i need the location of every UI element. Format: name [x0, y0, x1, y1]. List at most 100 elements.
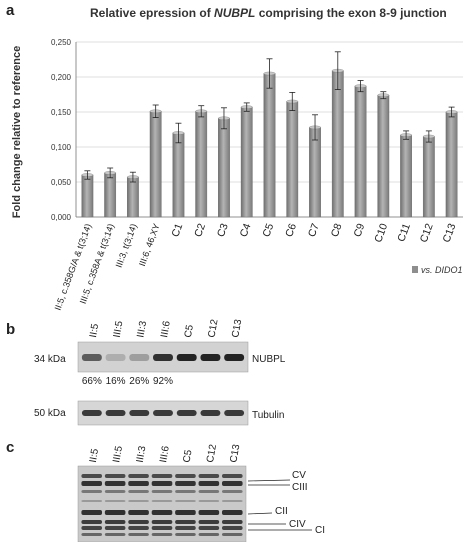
complex-band: [221, 533, 243, 536]
complex-band: [151, 533, 173, 536]
complex-band: [81, 510, 103, 515]
y-tick-label: 0,250: [51, 38, 72, 47]
lane-label-c: III:3: [135, 445, 149, 464]
complex-band: [104, 500, 126, 502]
complex-band: [128, 481, 149, 486]
cv-leader-line: [247, 479, 291, 482]
bar: [354, 85, 367, 218]
cii-leader-line: [247, 512, 273, 515]
lane-label-b: C12: [207, 318, 221, 338]
lane-label-c: II:5: [88, 447, 101, 463]
nubpl-band: [81, 354, 102, 361]
complex-band: [198, 474, 220, 478]
x-tick-label: III:6, 46,XY: [137, 222, 162, 267]
tubulin-band: [176, 410, 197, 416]
band-label-nubpl: NUBPL: [252, 354, 286, 365]
x-tick-label: C13: [441, 222, 459, 244]
x-tick-label: C4: [238, 222, 254, 239]
complex-band: [151, 520, 173, 524]
complex-band: [198, 526, 220, 530]
bar: [445, 111, 458, 218]
complex-band: [128, 474, 149, 478]
complex-band: [104, 481, 126, 486]
lane-label-c: III:6: [158, 445, 172, 464]
nubpl-band: [224, 354, 245, 361]
complex-band: [221, 490, 243, 493]
bar: [195, 111, 208, 218]
complex-label-ci: CI: [315, 525, 325, 536]
complex-band: [151, 474, 173, 478]
x-tick-label: C12: [418, 222, 436, 244]
complex-band: [128, 533, 149, 536]
y-tick-label: 0,000: [51, 213, 72, 222]
tubulin-band: [129, 410, 150, 416]
complex-band: [175, 533, 196, 536]
complex-band: [175, 500, 196, 502]
bar: [218, 118, 230, 218]
x-tick-label: C3: [215, 222, 231, 239]
complex-band: [221, 481, 243, 486]
complex-band: [104, 490, 126, 493]
lane-label-c: C5: [182, 449, 195, 464]
complex-band: [128, 490, 149, 493]
x-tick-label: C9: [352, 222, 368, 239]
lane-label-b: III:5: [112, 320, 126, 339]
nubpl-band: [129, 354, 150, 361]
size-label-34kda: 34 kDa: [34, 354, 66, 365]
band-percentage: 66%: [82, 376, 102, 387]
western-blot-b: 34 kDa 50 kDa NUBPL Tubulin II:5 III:5 III…: [34, 318, 286, 426]
complex-band: [81, 490, 103, 493]
legend-label: vs. DIDO1: [421, 265, 463, 275]
y-tick-label: 0,200: [51, 73, 72, 82]
complex-band: [151, 490, 173, 493]
x-tick-label: C6: [283, 222, 299, 239]
chart-title-part-1: Relative epression of: [90, 6, 214, 20]
nubpl-band: [105, 354, 126, 361]
complex-band: [198, 490, 220, 493]
complex-band: [81, 520, 103, 524]
tubulin-band: [153, 410, 173, 416]
complex-band: [81, 526, 103, 530]
legend-swatch: [412, 266, 418, 273]
complex-band: [128, 510, 149, 515]
complex-band: [221, 500, 243, 502]
complex-band: [221, 520, 243, 524]
lane-label-b: C5: [183, 324, 196, 339]
complex-band: [198, 500, 220, 502]
panel-label-c: c: [6, 439, 14, 456]
complex-band: [104, 533, 126, 536]
complex-band: [221, 526, 243, 530]
chart-title: Relative epression of NUBPL comprising t…: [90, 6, 447, 20]
nubpl-band: [153, 354, 173, 361]
x-tick-label: C5: [260, 222, 276, 239]
lane-label-b: III:3: [135, 320, 149, 339]
bar: [422, 136, 435, 218]
complex-band: [104, 510, 126, 515]
bar: [81, 174, 94, 218]
nubpl-band: [200, 354, 221, 361]
complex-band: [81, 533, 103, 536]
lane-label-c: C12: [205, 443, 219, 463]
band-percentage: 92%: [153, 376, 173, 387]
x-tick-label: C8: [329, 222, 345, 239]
x-tick-label: C11: [395, 222, 413, 244]
complex-band: [104, 474, 126, 478]
bar: [127, 176, 139, 218]
lane-label-c: C13: [228, 443, 242, 463]
complex-band: [221, 510, 243, 515]
bn-page-blot-c: CV CIII CII CIV CI II:5 III:5 III:3 III:6 C5…: [77, 443, 325, 542]
x-tick-label: C7: [306, 222, 322, 239]
bar: [149, 111, 162, 218]
chart-title-part-3: comprising the exon 8-9 junction: [255, 6, 446, 20]
band-percentage: 26%: [129, 376, 149, 387]
y-tick-label: 0,050: [51, 178, 72, 187]
band-percentage: 16%: [106, 376, 126, 387]
bar: [331, 70, 344, 218]
complex-band: [128, 526, 149, 530]
chart-title-part-2: NUBPL: [214, 6, 255, 20]
x-tick-label: III:3, t(3;14): [114, 222, 139, 269]
complex-band: [198, 533, 220, 536]
complex-band: [175, 481, 196, 486]
tubulin-band: [224, 410, 245, 416]
bar: [172, 132, 185, 218]
